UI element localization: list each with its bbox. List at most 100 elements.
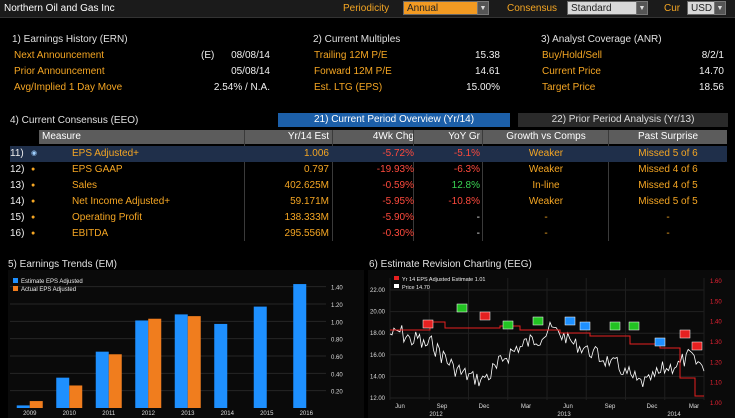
x-tick-label: Jun	[563, 404, 573, 410]
tab-current-period[interactable]: 21) Current Period Overview (Yr/14)	[278, 113, 510, 127]
currency-dropdown-icon[interactable]: ▼	[714, 1, 726, 15]
earnings-history-panel: Next Announcement (E) 08/08/14 Prior Ann…	[14, 48, 270, 96]
x-tick-label: Mar	[521, 404, 531, 410]
row-yoy: -	[476, 228, 480, 239]
consensus-label: Consensus	[507, 3, 558, 14]
col-past-surprise[interactable]: Past Surprise	[637, 131, 699, 142]
row-index: 15)	[10, 212, 25, 223]
earnings-history-title[interactable]: 1) Earnings History (ERN)	[12, 34, 128, 45]
x-tick-label: Jun	[395, 404, 405, 410]
right-axis-label: 1.00	[710, 401, 722, 407]
estimate-revision-title[interactable]: 6) Estimate Revision Charting (EEG)	[369, 259, 532, 270]
periodicity-select[interactable]: Annual	[403, 1, 478, 15]
currency-select[interactable]: USD	[687, 1, 715, 15]
row-yoy: 12.8%	[451, 180, 480, 191]
consensus-select[interactable]: Standard	[567, 1, 637, 15]
ltg-value: 15.00%	[466, 82, 500, 93]
revision-marker-icon	[532, 316, 544, 326]
bar-estimate	[56, 377, 70, 408]
next-announcement-label: Next Announcement	[14, 50, 105, 61]
row-measure: Net Income Adjusted+	[72, 196, 171, 207]
price-line	[389, 321, 705, 388]
bar-actual	[187, 316, 201, 408]
revision-marker-icon	[654, 337, 666, 347]
row-bullet-icon: ●	[31, 214, 36, 221]
year-label: 2012	[429, 412, 443, 418]
col-growth-comps[interactable]: Growth vs Comps	[506, 131, 586, 142]
y-tick-label: 0.60	[331, 355, 343, 361]
next-announcement-row: Next Announcement (E) 08/08/14	[14, 48, 270, 64]
revision-marker-icon	[628, 321, 640, 331]
next-announcement-value: 08/08/14	[231, 50, 270, 61]
y-tick-label: 1.40	[331, 286, 343, 292]
revision-marker-icon	[564, 316, 576, 326]
table-header: Measure Yr/14 Est 4Wk Chg YoY Gr Growth …	[39, 130, 727, 144]
ltg-row: Est. LTG (EPS) 15.00%	[314, 80, 500, 96]
left-axis-label: 22.00	[370, 288, 386, 294]
row-yoy: -10.8%	[448, 196, 480, 207]
row-bullet-icon: ◉	[31, 150, 38, 157]
x-tick-label: 2012	[142, 411, 156, 417]
table-row[interactable]: 14) Net Income Adjusted+ 59.171M -5.95% -10.…	[10, 194, 727, 210]
earnings-trends-chart: 0.20 0.40 0.60 0.80 1.00 1.20 1.40 2009 2010 2011…	[8, 270, 364, 418]
row-bullet-icon: ●	[31, 182, 36, 189]
forward-pe-label: Forward 12M P/E	[314, 66, 392, 77]
row-bullet-icon: ●	[31, 166, 36, 173]
forward-pe-row: Forward 12M P/E 14.61	[314, 64, 500, 80]
row-estimate: 59.171M	[290, 196, 329, 207]
y-tick-label: 0.80	[331, 338, 343, 344]
table-row[interactable]: 16) EBITDA 295.556M -0.30% - - - ●	[10, 226, 727, 242]
implied-move-row: Avg/Implied 1 Day Move 2.54% / N.A.	[14, 80, 270, 96]
row-bullet-icon: ●	[31, 198, 36, 205]
row-yoy: -	[476, 212, 480, 223]
row-index: 16)	[10, 228, 25, 239]
bar-actual	[69, 385, 83, 408]
left-axis-label: 20.00	[370, 310, 386, 316]
table-row[interactable]: 15) Operating Profit 138.333M -5.90% - - - ●	[10, 210, 727, 226]
analyst-coverage-title[interactable]: 3) Analyst Coverage (ANR)	[541, 34, 662, 45]
legend-label: Price 14.70	[402, 285, 430, 291]
row-past-surprise: Missed 5 of 6	[638, 148, 698, 159]
periodicity-label: Periodicity	[343, 3, 390, 14]
year-label: 2013	[557, 412, 571, 418]
bar-actual	[29, 401, 43, 408]
table-row[interactable]: 12) EPS GAAP 0.797 -19.93% -6.3% Weaker Missed…	[10, 162, 727, 178]
prior-announcement-value: 05/08/14	[231, 66, 270, 77]
legend-swatch	[394, 276, 399, 280]
right-axis-label: 1.50	[710, 299, 722, 305]
bar-estimate	[174, 314, 188, 408]
row-estimate: 402.625M	[284, 180, 329, 191]
table-row[interactable]: 13) Sales 402.625M -0.59% 12.8% In-line Missed…	[10, 178, 727, 194]
col-est[interactable]: Yr/14 Est	[287, 131, 329, 142]
estimate-line	[390, 321, 704, 397]
right-axis-label: 1.60	[710, 279, 722, 285]
row-4wk-chg: -19.93%	[376, 164, 414, 175]
row-past-surprise: Missed 4 of 6	[638, 164, 698, 175]
col-measure[interactable]: Measure	[42, 131, 81, 142]
ltg-label: Est. LTG (EPS)	[314, 82, 383, 93]
right-axis-label: 1.20	[710, 360, 722, 366]
current-consensus-title[interactable]: 4) Current Consensus (EEO)	[10, 115, 139, 126]
row-4wk-chg: -0.59%	[382, 180, 414, 191]
prior-announcement-row: Prior Announcement 05/08/14	[14, 64, 270, 80]
table-row[interactable]: 11) EPS Adjusted+ 1.006 -5.72% -5.1% Weaker Mi…	[10, 146, 727, 162]
earnings-trends-title[interactable]: 5) Earnings Trends (EM)	[8, 259, 117, 270]
periodicity-dropdown-icon[interactable]: ▼	[477, 1, 489, 15]
x-tick-label: 2010	[63, 411, 77, 417]
col-4wk-chg[interactable]: 4Wk Chg	[372, 131, 414, 142]
col-yoy[interactable]: YoY Gr	[448, 131, 480, 142]
row-measure: EPS GAAP	[72, 164, 123, 175]
next-announcement-flag: (E)	[201, 50, 215, 61]
buy-hold-sell-value: 8/2/1	[701, 50, 724, 61]
y-tick-label: 0.40	[331, 372, 343, 378]
row-past-surprise: Missed 5 of 5	[638, 196, 698, 207]
row-4wk-chg: -0.30%	[382, 228, 414, 239]
buy-hold-sell-label: Buy/Hold/Sell	[542, 50, 603, 61]
target-price-value: 18.56	[698, 82, 724, 93]
tab-prior-period[interactable]: 22) Prior Period Analysis (Yr/13)	[518, 113, 728, 127]
bar-estimate	[95, 351, 109, 408]
consensus-dropdown-icon[interactable]: ▼	[636, 1, 648, 15]
implied-move-label: Avg/Implied 1 Day Move	[14, 82, 123, 93]
x-tick-label: 2016	[300, 411, 314, 417]
bar-actual	[148, 318, 162, 408]
